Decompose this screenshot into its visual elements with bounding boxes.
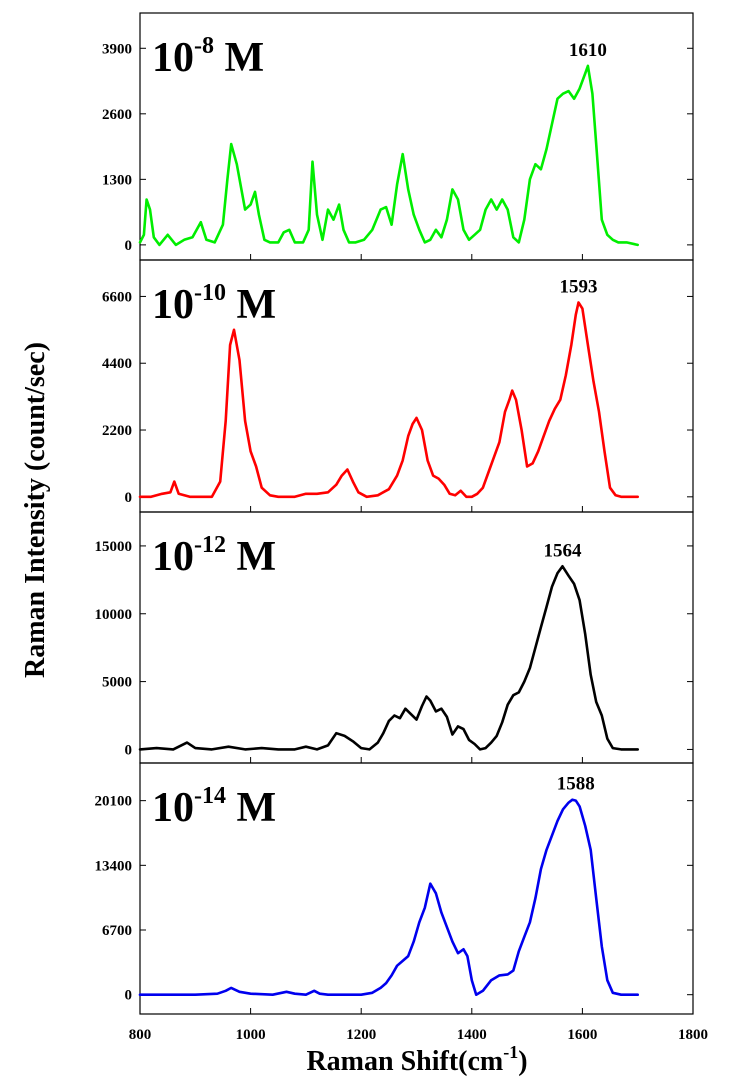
- panel-4-concentration-unit: M: [226, 785, 276, 831]
- panel-3-concentration-label: 10-12 M: [152, 532, 276, 580]
- x-tick-label: 800: [129, 1027, 152, 1043]
- panel-1-ytick-label: 3900: [102, 41, 132, 57]
- panel-4: 0 6700 13400 20100 1588 10-14 M: [95, 763, 694, 1014]
- x-tick-label: 1600: [567, 1027, 597, 1043]
- panel-3: 0 5000 10000 15000 1564 10-12 M: [95, 512, 694, 763]
- panel-4-concentration-label: 10-14 M: [152, 783, 276, 831]
- panel-3-series-line: [140, 566, 638, 749]
- x-tick-label: 1200: [346, 1027, 376, 1043]
- x-axis-title-tail: ): [518, 1046, 527, 1077]
- panel-1-ytick-label: 2600: [102, 107, 132, 123]
- panel-1: 0 1300 2600 3900 1610 10-8 M: [102, 13, 693, 260]
- x-axis-title-superscript: -1: [503, 1042, 518, 1062]
- x-axis-title-main: Raman Shift(cm: [306, 1046, 503, 1077]
- panel-4-ytick-label: 20100: [95, 794, 133, 810]
- y-axis-title: Raman Intensity (count/sec): [20, 342, 51, 678]
- panel-2-peak-label: 1593: [560, 277, 598, 298]
- panel-2-ytick-label: 0: [125, 490, 133, 506]
- panel-2-concentration-base: 10: [152, 282, 194, 328]
- panel-1-concentration-label: 10-8 M: [152, 33, 264, 81]
- panel-1-concentration-unit: M: [214, 35, 264, 81]
- panel-4-ytick-label: 6700: [102, 923, 132, 939]
- panel-3-peak-label: 1564: [543, 540, 582, 561]
- panel-3-concentration-unit: M: [226, 534, 276, 580]
- panel-2-series-line: [140, 303, 638, 497]
- panel-3-ytick-label: 15000: [95, 539, 133, 555]
- x-axis-title: Raman Shift(cm-1): [306, 1042, 527, 1077]
- panel-1-concentration-exponent: -8: [194, 33, 214, 59]
- panel-2: 0 2200 4400 6600 1593 10-10 M: [102, 260, 693, 512]
- panel-2-concentration-exponent: -10: [194, 280, 226, 306]
- panel-3-concentration-base: 10: [152, 534, 194, 580]
- panel-4-ytick-label: 0: [125, 988, 133, 1004]
- x-tick-label: 1000: [236, 1027, 266, 1043]
- panel-2-ytick-label: 6600: [102, 289, 132, 305]
- panel-3-ytick-label: 0: [125, 742, 133, 758]
- panel-4-ytick-label: 13400: [95, 858, 133, 874]
- panel-1-ytick-label: 0: [125, 238, 133, 254]
- panel-3-concentration-exponent: -12: [194, 532, 226, 558]
- panel-3-ytick-label: 5000: [102, 675, 132, 691]
- panel-1-series-line: [140, 66, 638, 245]
- panel-4-concentration-exponent: -14: [194, 783, 226, 809]
- panel-2-ytick-label: 2200: [102, 423, 132, 439]
- panel-2-concentration-label: 10-10 M: [152, 280, 276, 328]
- panel-3-ytick-label: 10000: [95, 607, 133, 623]
- x-tick-label: 1800: [678, 1027, 708, 1043]
- panel-4-series-line: [140, 800, 638, 995]
- panel-1-ytick-label: 1300: [102, 172, 132, 188]
- panel-2-ytick-label: 4400: [102, 356, 132, 372]
- panel-1-peak-label: 1610: [569, 40, 607, 61]
- panel-1-concentration-base: 10: [152, 35, 194, 81]
- x-tick-label: 1400: [457, 1027, 487, 1043]
- panel-2-concentration-unit: M: [226, 282, 276, 328]
- panel-4-concentration-base: 10: [152, 785, 194, 831]
- panel-4-peak-label: 1588: [557, 774, 595, 795]
